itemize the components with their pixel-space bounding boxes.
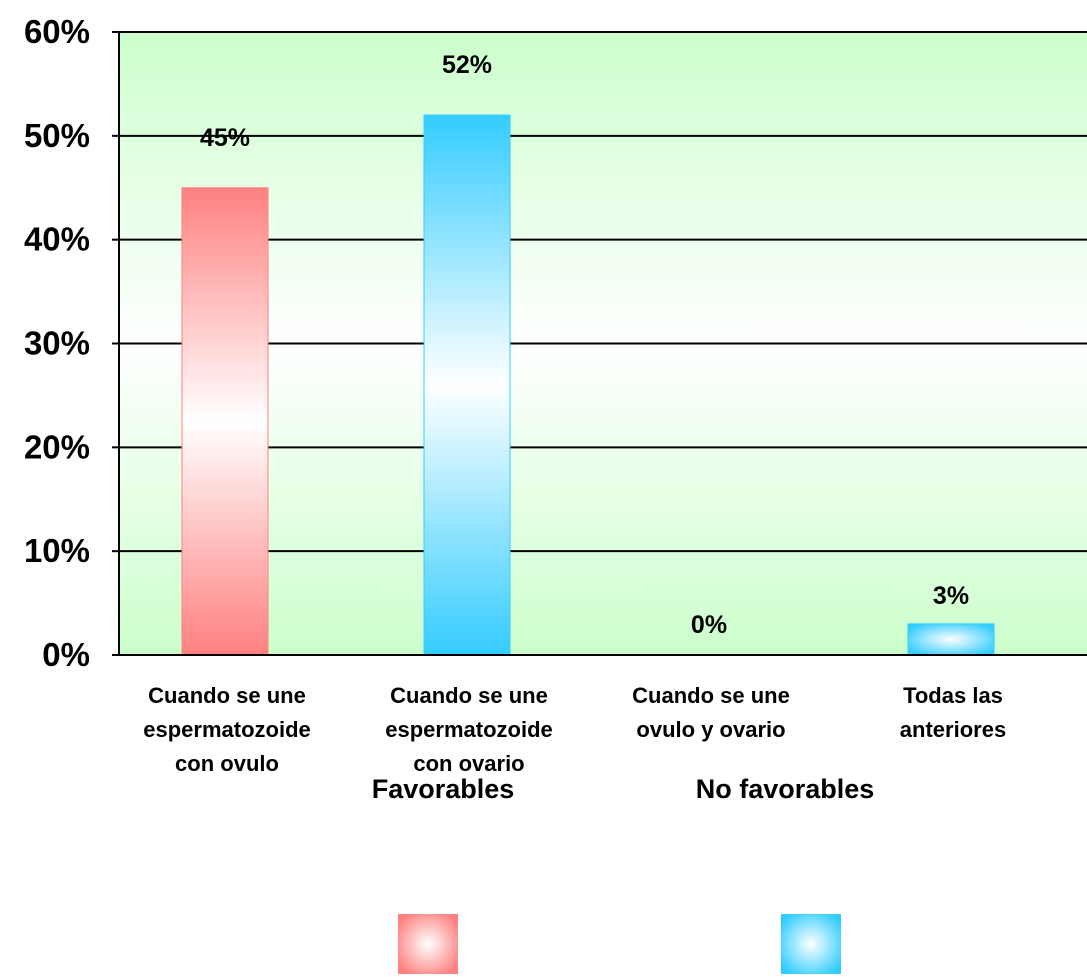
- y-tick-label: 30%: [24, 325, 90, 362]
- y-axis-ticks: 0% 10% 20% 30% 40% 50% 60%: [24, 13, 119, 673]
- x-tick-label: Todas las: [903, 683, 1003, 708]
- bar: [181, 187, 269, 656]
- y-tick-label: 20%: [24, 428, 90, 465]
- x-tick-label: anteriores: [900, 717, 1006, 742]
- x-tick-label: con ovulo: [175, 751, 279, 776]
- x-tick-label: espermatozoide: [143, 717, 311, 742]
- data-label: 3%: [933, 582, 969, 610]
- x-tick-label: espermatozoide: [385, 717, 553, 742]
- data-labels: 45% 52% 0% 3%: [200, 51, 969, 639]
- legend-swatch: [398, 914, 458, 974]
- legend: Favorables No favorables: [372, 774, 875, 974]
- y-tick-label: 50%: [24, 117, 90, 154]
- data-label: 52%: [442, 51, 492, 79]
- x-tick-label: Cuando se une: [390, 683, 548, 708]
- y-tick-label: 10%: [24, 532, 90, 569]
- legend-label: Favorables: [372, 774, 515, 804]
- legend-swatch: [781, 914, 841, 974]
- gridlines: [119, 31, 1087, 553]
- data-label: 0%: [691, 611, 727, 639]
- legend-label: No favorables: [696, 774, 875, 804]
- x-tick-label: ovulo y ovario: [636, 717, 785, 742]
- x-tick-label: con ovario: [413, 751, 524, 776]
- bars: [181, 114, 995, 656]
- y-tick-label: 60%: [24, 13, 90, 50]
- x-tick-label: Cuando se une: [632, 683, 790, 708]
- data-label: 45%: [200, 124, 250, 152]
- x-tick-label: Cuando se une: [148, 683, 306, 708]
- y-tick-label: 40%: [24, 221, 90, 258]
- x-axis-labels: Cuando se une espermatozoide con ovulo Cuan…: [143, 683, 1006, 776]
- y-tick-label: 0%: [42, 636, 90, 673]
- bar: [423, 114, 511, 656]
- bar: [907, 623, 995, 656]
